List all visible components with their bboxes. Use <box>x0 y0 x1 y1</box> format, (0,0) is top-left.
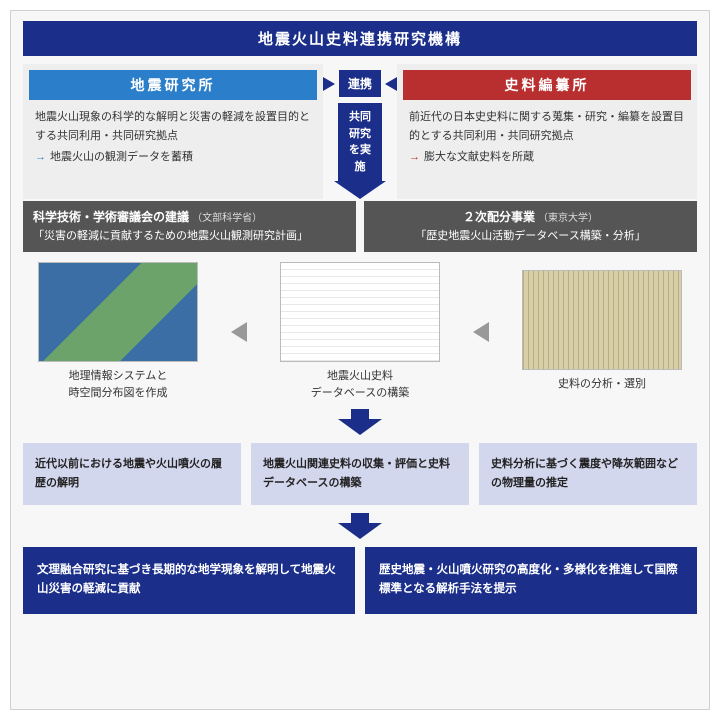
joint-line1: 共同研究 <box>349 111 371 140</box>
organizations-row: 地震研究所 地震火山現象の科学的な解明と災害の軽減を設置目的とする共同利用・共同… <box>23 64 697 199</box>
image-flow-row: 地理情報システムと 時空間分布図を作成 地震火山史料 データベースの構築 史料の… <box>23 262 697 401</box>
img-right-cap: 史料の分析・選別 <box>507 376 697 393</box>
arrow-right-icon <box>323 77 335 91</box>
right-org-bullet-text: 膨大な文献史料を所蔵 <box>424 149 534 167</box>
grey-left-head: 科学技術・学術審議会の建議 <box>33 210 189 224</box>
navy-row: 文理融合研究に基づき長期的な地学現象を解明して地震火山災害の軽減に貢献 歴史地震… <box>23 547 697 614</box>
grey-boxes-row: 科学技術・学術審議会の建議 （文部科学省） 「災害の軽減に貢献するための地震火山… <box>23 201 697 252</box>
img-left-cap-l1: 地理情報システムと <box>69 370 168 382</box>
joint-research-box: 共同研究 を実施 <box>338 103 382 181</box>
lav-box-b: 地震火山関連史料の収集・評価と史料データベースの構築 <box>251 443 469 504</box>
main-title: 地震火山史料連携研究機構 <box>23 21 697 56</box>
grey-left-body: 「災害の軽減に貢献するための地震火山観測研究計画」 <box>33 230 308 242</box>
grey-right-sub: （東京大学） <box>538 213 598 224</box>
grey-left-sub: （文部科学省） <box>192 213 262 224</box>
img-mid-cap-l1: 地震火山史料 <box>327 370 393 382</box>
arrow-down-icon <box>334 181 386 199</box>
arrow-stem <box>351 409 369 419</box>
navy-box-b: 歴史地震・火山噴火研究の高度化・多様化を推進して国際標準となる解析手法を提示 <box>365 547 697 614</box>
link-row: 連携 <box>323 70 397 97</box>
joint-line2: を実施 <box>349 144 371 173</box>
right-org-desc: 前近代の日本史史料に関する蒐集・研究・編纂を設置目的とする共同利用・共同研究拠点 <box>397 106 697 149</box>
right-org-bullet: → 膨大な文献史料を所蔵 <box>397 149 697 167</box>
grey-box-left: 科学技術・学術審議会の建議 （文部科学省） 「災害の軽減に貢献するための地震火山… <box>23 201 356 252</box>
down-arrow-2 <box>23 513 697 539</box>
lavender-row: 近代以前における地震や火山噴火の履歴の解明 地震火山関連史料の収集・評価と史料デ… <box>23 443 697 504</box>
left-org-desc: 地震火山現象の科学的な解明と災害の軽減を設置目的とする共同利用・共同研究拠点 <box>23 106 323 149</box>
center-link-column: 連携 共同研究 を実施 <box>323 64 397 199</box>
database-image-placeholder <box>280 262 440 362</box>
grey-right-body: 「歴史地震火山活動データベース構築・分析」 <box>415 230 645 242</box>
arrow-stem <box>351 513 369 523</box>
left-org-box: 地震研究所 地震火山現象の科学的な解明と災害の軽減を設置目的とする共同利用・共同… <box>23 64 323 199</box>
img-cell-mid: 地震火山史料 データベースの構築 <box>265 262 455 401</box>
img-cell-left: 地理情報システムと 時空間分布図を作成 <box>23 262 213 401</box>
img-mid-cap: 地震火山史料 データベースの構築 <box>265 368 455 401</box>
arrow-down-icon <box>338 419 382 435</box>
right-org-name: 史料編纂所 <box>403 70 691 100</box>
arrow-left-grey-icon <box>231 322 247 342</box>
left-org-bullet-text: 地震火山の観測データを蓄積 <box>50 149 193 167</box>
manuscript-image-placeholder <box>522 270 682 370</box>
diagram-frame: 地震火山史料連携研究機構 地震研究所 地震火山現象の科学的な解明と災害の軽減を設… <box>10 10 710 710</box>
grey-right-head: ２次配分事業 <box>463 210 535 224</box>
link-badge: 連携 <box>339 70 381 97</box>
arrow-right-icon: → <box>35 149 46 167</box>
img-left-cap-l2: 時空間分布図を作成 <box>69 387 168 399</box>
img-cell-right: 史料の分析・選別 <box>507 270 697 393</box>
img-mid-cap-l2: データベースの構築 <box>311 387 409 399</box>
map-image-placeholder <box>38 262 198 362</box>
arrow-left-grey-icon <box>473 322 489 342</box>
navy-box-a: 文理融合研究に基づき長期的な地学現象を解明して地震火山災害の軽減に貢献 <box>23 547 355 614</box>
lav-box-c: 史料分析に基づく震度や降灰範囲などの物理量の推定 <box>479 443 697 504</box>
arrow-down-icon <box>338 523 382 539</box>
arrow-left-icon <box>385 77 397 91</box>
img-left-cap: 地理情報システムと 時空間分布図を作成 <box>23 368 213 401</box>
arrow-right-icon: → <box>409 149 420 167</box>
left-org-name: 地震研究所 <box>29 70 317 100</box>
right-org-box: 史料編纂所 前近代の日本史史料に関する蒐集・研究・編纂を設置目的とする共同利用・… <box>397 64 697 199</box>
grey-box-right: ２次配分事業 （東京大学） 「歴史地震火山活動データベース構築・分析」 <box>364 201 697 252</box>
left-org-bullet: → 地震火山の観測データを蓄積 <box>23 149 323 167</box>
lav-box-a: 近代以前における地震や火山噴火の履歴の解明 <box>23 443 241 504</box>
down-arrow-1 <box>23 409 697 435</box>
